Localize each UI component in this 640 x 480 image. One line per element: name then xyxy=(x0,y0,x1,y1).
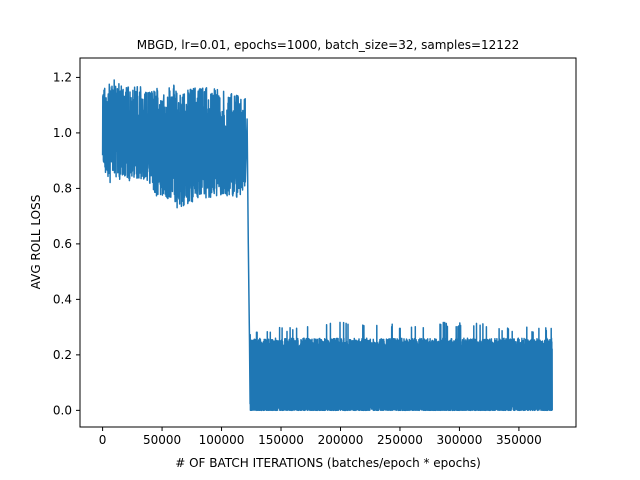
x-tick-label: 50000 xyxy=(143,433,181,447)
y-tick-label: 1.2 xyxy=(53,70,72,84)
y-tick-label: 1.0 xyxy=(53,126,72,140)
x-tick-label: 200000 xyxy=(318,433,364,447)
x-tick-label: 150000 xyxy=(258,433,304,447)
y-tick-label: 0.8 xyxy=(53,181,72,195)
x-tick-label: 250000 xyxy=(377,433,423,447)
y-axis-label: AVG ROLL LOSS xyxy=(29,195,43,290)
plot-frame xyxy=(79,57,577,428)
x-tick-label: 0 xyxy=(99,433,107,447)
x-tick-label: 300000 xyxy=(437,433,483,447)
y-tick-label: 0.6 xyxy=(53,237,72,251)
chart-title: MBGD, lr=0.01, epochs=1000, batch_size=3… xyxy=(137,38,519,52)
series-group xyxy=(101,79,553,412)
y-tick-label: 0.0 xyxy=(53,403,72,417)
y-tick-label: 0.4 xyxy=(53,292,72,306)
y-tick-label: 0.2 xyxy=(53,348,72,362)
loss-series-line xyxy=(101,79,553,412)
x-tick-label: 100000 xyxy=(199,433,245,447)
y-axis-ticks: 0.0 0.2 0.4 0.6 0.8 1.0 1.2 xyxy=(53,70,80,417)
x-axis-label: # OF BATCH ITERATIONS (batches/epoch * e… xyxy=(175,456,481,470)
x-axis-ticks: 0 50000 100000 150000 200000 250000 300000 3500… xyxy=(99,427,542,447)
x-tick-label: 350000 xyxy=(496,433,542,447)
